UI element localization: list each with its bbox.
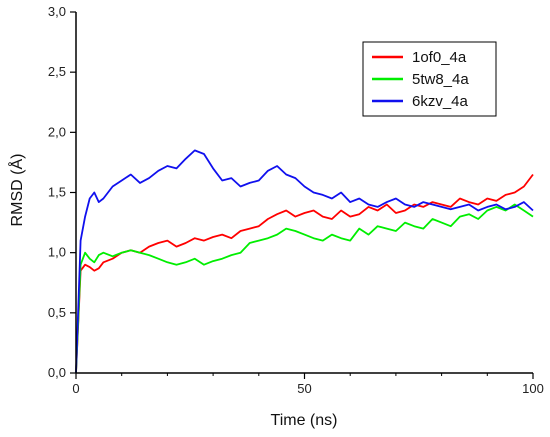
y-tick-label: 2,5 [48, 64, 66, 79]
series-line-0 [75, 173, 534, 374]
series-layer [75, 149, 534, 374]
x-axis-title: Time (ns) [271, 412, 338, 429]
legend-label-1: 5tw8_4a [412, 71, 469, 88]
y-ticks: 0,0 0,5 1,0 1,5 2,0 2,5 3,0 [48, 4, 76, 380]
series-line-2 [75, 149, 534, 374]
y-tick-label: 1,5 [48, 185, 66, 200]
y-tick-label: 0,5 [48, 305, 66, 320]
legend-label-2: 6kzv_4a [412, 93, 469, 110]
series-line-1 [75, 203, 534, 374]
x-tick-label: 100 [522, 381, 544, 396]
x-tick-label: 0 [72, 381, 79, 396]
legend-label-0: 1of0_4a [412, 49, 467, 66]
plot-area: 0 50 100 0,0 0,5 1,0 1,5 2,0 2,5 3,0 [48, 4, 544, 396]
legend: 1of0_4a 5tw8_4a 6kzv_4a [362, 41, 497, 117]
y-tick-label: 3,0 [48, 4, 66, 19]
x-tick-label: 50 [297, 381, 311, 396]
legend-items: 1of0_4a 5tw8_4a 6kzv_4a [372, 49, 469, 110]
y-tick-label: 1,0 [48, 245, 66, 260]
y-tick-label: 2,0 [48, 124, 66, 139]
x-ticks: 0 50 100 [72, 373, 544, 396]
y-axis-title: RMSD (Å) [7, 154, 26, 227]
y-tick-label: 0,0 [48, 365, 66, 380]
